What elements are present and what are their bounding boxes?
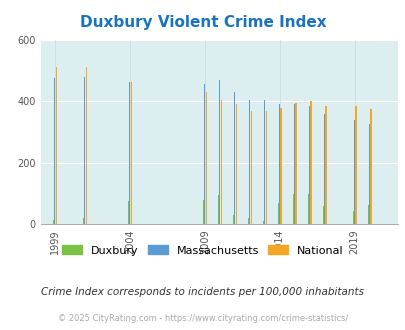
Bar xyxy=(217,195,218,224)
Bar xyxy=(250,111,251,224)
Bar xyxy=(310,101,311,224)
Bar xyxy=(232,215,233,224)
Bar xyxy=(353,120,354,224)
Bar xyxy=(355,107,356,224)
Bar xyxy=(307,194,308,224)
Bar xyxy=(202,200,204,224)
Bar xyxy=(249,100,250,224)
Bar xyxy=(262,221,263,224)
Bar xyxy=(369,109,371,224)
Bar xyxy=(368,124,369,224)
Bar xyxy=(54,78,55,224)
Bar xyxy=(277,204,278,224)
Bar xyxy=(279,104,280,224)
Bar xyxy=(308,106,309,224)
Bar xyxy=(83,218,84,224)
Bar xyxy=(205,92,206,224)
Text: © 2025 CityRating.com - https://www.cityrating.com/crime-statistics/: © 2025 CityRating.com - https://www.city… xyxy=(58,314,347,323)
Bar xyxy=(352,211,353,224)
Bar xyxy=(235,104,236,224)
Bar xyxy=(53,220,54,224)
Bar xyxy=(264,100,265,224)
Bar xyxy=(325,106,326,224)
Bar xyxy=(247,218,248,224)
Bar xyxy=(293,104,294,224)
Bar xyxy=(129,82,130,224)
Bar xyxy=(55,67,57,224)
Bar xyxy=(234,92,235,224)
Bar xyxy=(295,103,296,224)
Legend: Duxbury, Massachusetts, National: Duxbury, Massachusetts, National xyxy=(58,241,347,260)
Bar xyxy=(280,108,281,224)
Bar xyxy=(292,194,293,224)
Bar xyxy=(85,67,87,224)
Bar xyxy=(265,111,266,224)
Bar xyxy=(84,77,85,224)
Bar xyxy=(322,206,323,224)
Bar xyxy=(128,201,129,224)
Bar xyxy=(130,82,132,224)
Text: Duxbury Violent Crime Index: Duxbury Violent Crime Index xyxy=(79,15,326,30)
Bar xyxy=(367,205,368,224)
Bar xyxy=(219,80,220,224)
Bar xyxy=(220,100,221,224)
Bar xyxy=(204,84,205,224)
Text: Crime Index corresponds to incidents per 100,000 inhabitants: Crime Index corresponds to incidents per… xyxy=(41,287,364,297)
Bar xyxy=(323,114,324,224)
